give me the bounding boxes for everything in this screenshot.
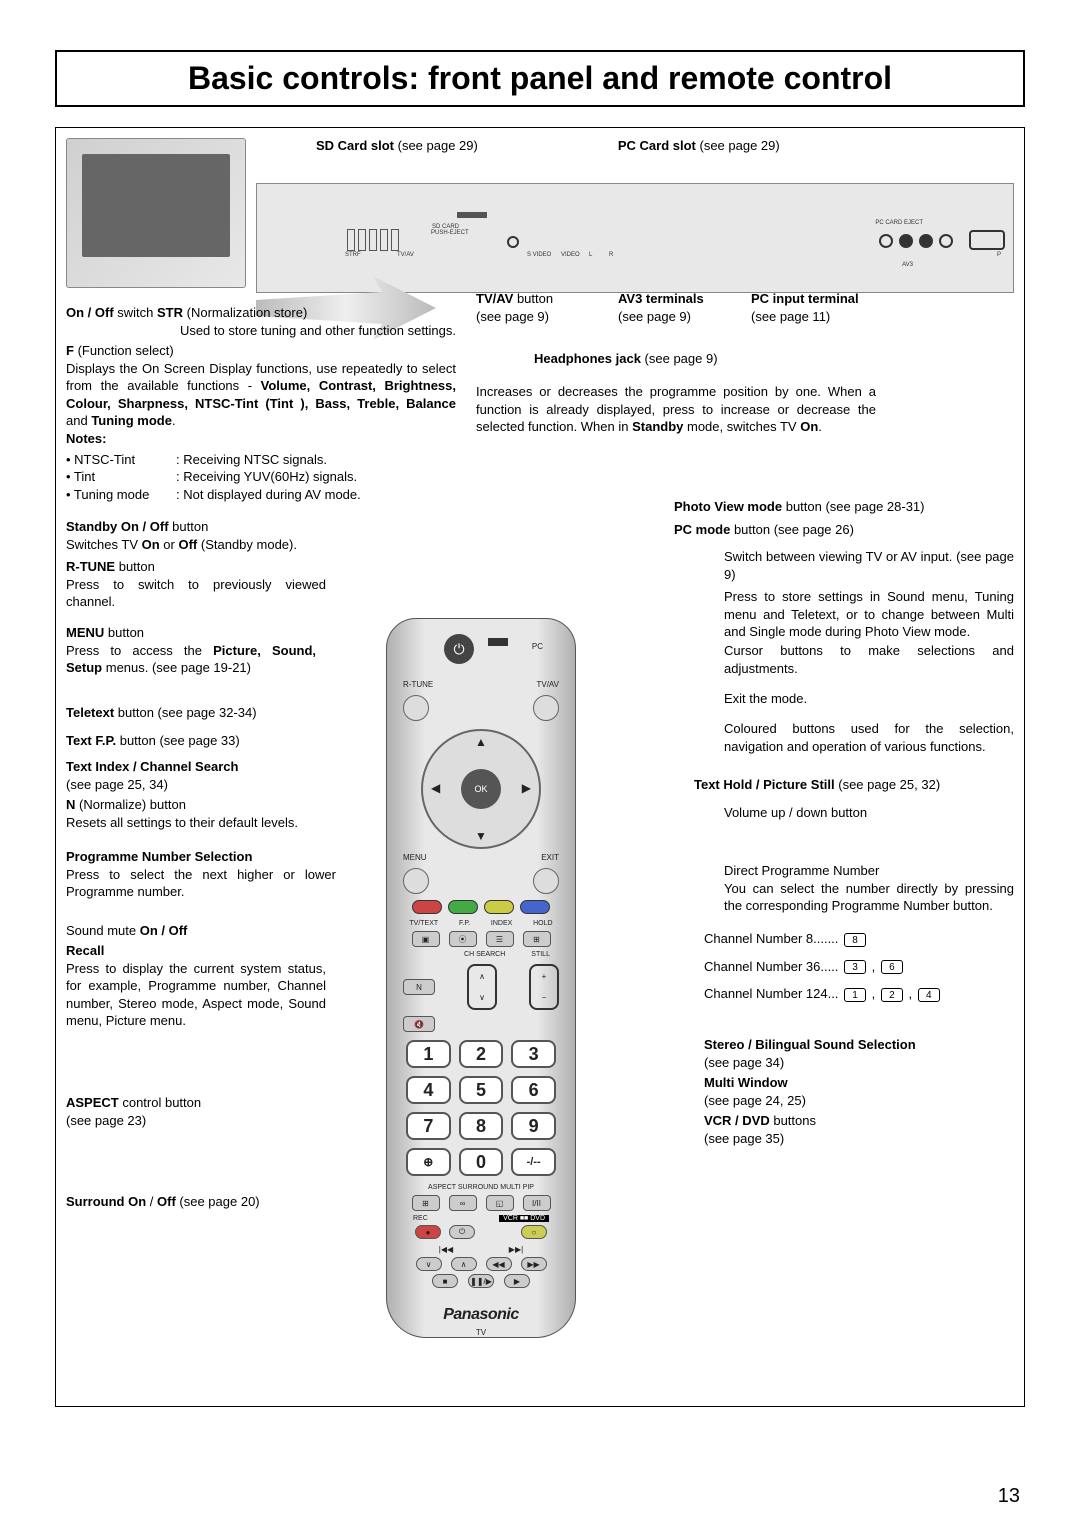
exit-callout: Exit the mode. <box>724 690 1014 708</box>
n-button: N <box>403 979 435 995</box>
mute-callout: Sound mute On / Off <box>66 922 336 940</box>
coloured-callout: Coloured buttons used for the selection,… <box>724 720 1014 755</box>
onoff-callout: On / Off switch STR (Normalization store… <box>66 304 456 339</box>
main-diagram-frame: SD Card slot (see page 29) PC Card slot … <box>55 127 1025 1407</box>
switch-callout: Switch between viewing TV or AV input. (… <box>724 548 1014 583</box>
pc-card-label: PC Card slot <box>618 138 696 153</box>
keycap-2: 2 <box>881 988 903 1002</box>
textindex-callout: Text Index / Channel Search(see page 25,… <box>66 758 346 793</box>
page-title: Basic controls: front panel and remote c… <box>77 60 1003 97</box>
av3-callout: AV3 terminals (see page 9) <box>618 290 738 325</box>
recall-callout: RecallPress to display the current syste… <box>66 942 326 1030</box>
remote-control-illustration: ⏻ PC R-TUNE TV/AV OK ▲ ▼ ◀ ▶ MENU EXIT <box>386 618 576 1338</box>
photo-callout: Photo View mode button (see page 28-31) <box>674 498 1014 516</box>
tv-screen-graphic <box>82 154 230 257</box>
stereo-callout: Stereo / Bilingual Sound Selection(see p… <box>704 1036 1014 1071</box>
coloured-buttons <box>409 900 553 914</box>
brand-logo: Panasonic <box>399 1306 563 1324</box>
aspect-callout: ASPECT control button (see page 23) <box>66 1094 336 1129</box>
front-panel-illustration: PC CARD EJECT SD CARD PUSH-EJECT AV3 S V… <box>256 183 1014 293</box>
standby-callout: Standby On / Off button Switches TV On o… <box>66 518 346 553</box>
sd-card-label: SD Card slot <box>316 138 394 153</box>
keycap-3: 3 <box>844 960 866 974</box>
top-slot-labels: SD Card slot (see page 29) PC Card slot … <box>256 138 1014 153</box>
textfp-callout: Text F.P. button (see page 33) <box>66 732 346 750</box>
progchange-callout: Increases or decreases the programme pos… <box>476 383 876 436</box>
mute-button: 🔇 <box>403 1016 435 1032</box>
exit-button <box>533 868 559 894</box>
volume-callout: Volume up / down button <box>724 804 1014 822</box>
surround-callout: Surround On / Off (see page 20) <box>66 1193 346 1211</box>
ok-button: OK <box>461 769 501 809</box>
keycap-6: 6 <box>881 960 903 974</box>
cursor-callout: Cursor buttons to make selections and ad… <box>724 642 1014 677</box>
tv-illustration <box>66 138 246 288</box>
keycap-1: 1 <box>844 988 866 1002</box>
keycap-4: 4 <box>918 988 940 1002</box>
notes-callout: Notes: • NTSC-Tint: Receiving NTSC signa… <box>66 430 456 503</box>
pcinput-callout: PC input terminal (see page 11) <box>751 290 911 325</box>
tvav-callout: TV/AV button (see page 9) <box>476 290 586 325</box>
normalize-callout: N (Normalize) button Resets all settings… <box>66 796 396 831</box>
keycap-8: 8 <box>844 933 866 947</box>
tvav-button <box>533 695 559 721</box>
direct-callout: Direct Programme NumberYou can select th… <box>724 862 1014 915</box>
headphones-callout: Headphones jack (see page 9) <box>534 350 834 368</box>
menu-callout: MENU button Press to access the Picture,… <box>66 624 316 677</box>
vcr-callout: VCR / DVD buttons(see page 35) <box>704 1112 1014 1147</box>
page-number: 13 <box>998 1485 1020 1508</box>
rtune-button <box>403 695 429 721</box>
page-title-box: Basic controls: front panel and remote c… <box>55 50 1025 107</box>
prognum-callout: Programme Number SelectionPress to selec… <box>66 848 336 901</box>
power-button: ⏻ <box>444 634 474 664</box>
rtune-callout: R-TUNE button Press to switch to previou… <box>66 558 326 611</box>
ch-examples: Channel Number 8....... 8 Channel Number… <box>704 930 1014 1003</box>
top-illustrations: SD Card slot (see page 29) PC Card slot … <box>66 138 1014 293</box>
pcmode-callout: PC mode button (see page 26) <box>674 521 1014 539</box>
numeric-pad: 1 2 3 4 5 6 7 8 9 ⊕ 0 -/-- <box>406 1040 556 1176</box>
texthold-callout: Text Hold / Picture Still (see page 25, … <box>694 776 1014 794</box>
menu-button <box>403 868 429 894</box>
dpad: OK ▲ ▼ ◀ ▶ <box>421 729 541 849</box>
store-callout: Press to store settings in Sound menu, T… <box>724 588 1014 641</box>
multi-callout: Multi Window(see page 24, 25) <box>704 1074 1014 1109</box>
f-callout: F (Function select) Displays the On Scre… <box>66 342 456 430</box>
teletext-callout: Teletext button (see page 32-34) <box>66 704 346 722</box>
